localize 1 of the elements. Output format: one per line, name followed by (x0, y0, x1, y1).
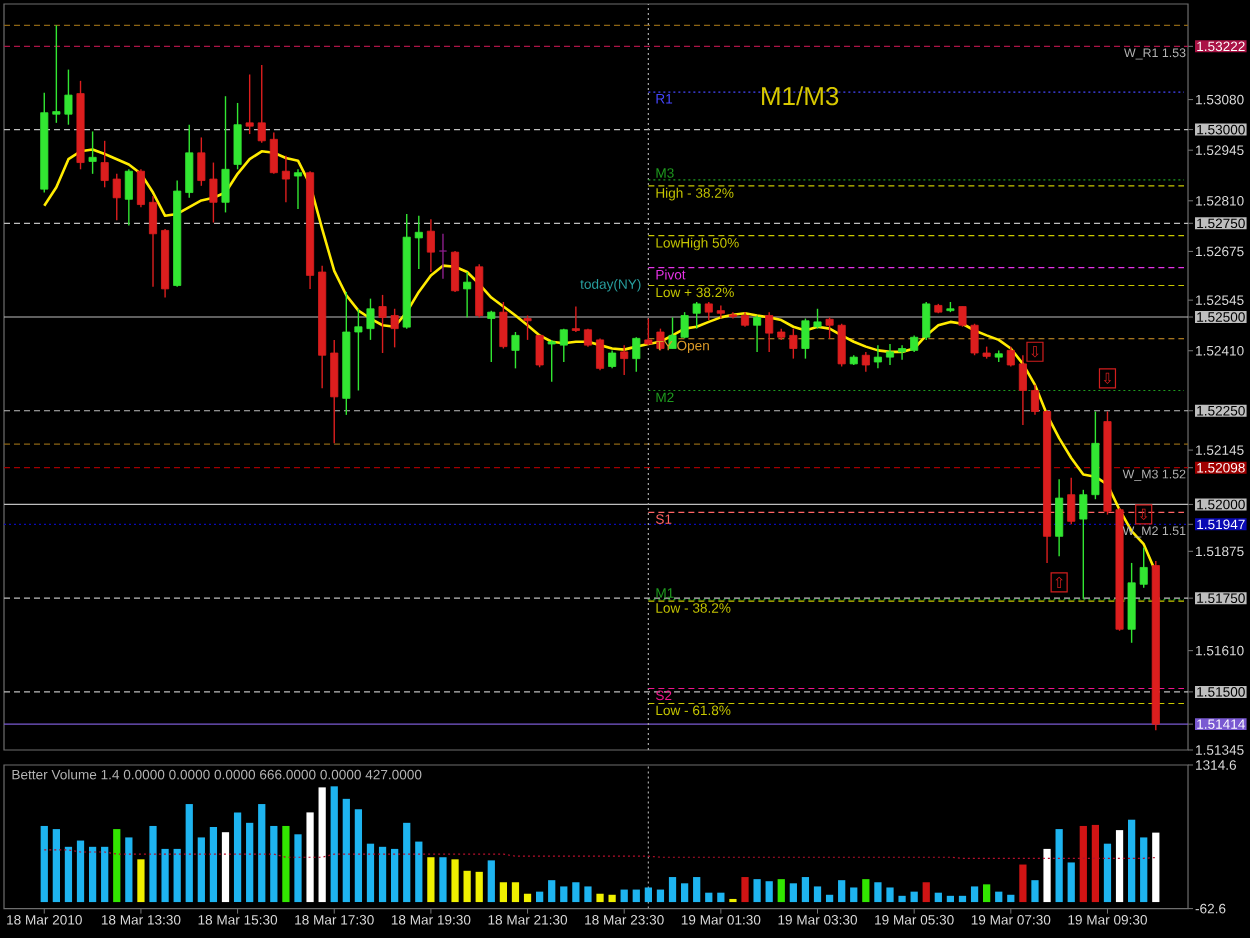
annotation: M1/M3 (762, 86, 839, 106)
